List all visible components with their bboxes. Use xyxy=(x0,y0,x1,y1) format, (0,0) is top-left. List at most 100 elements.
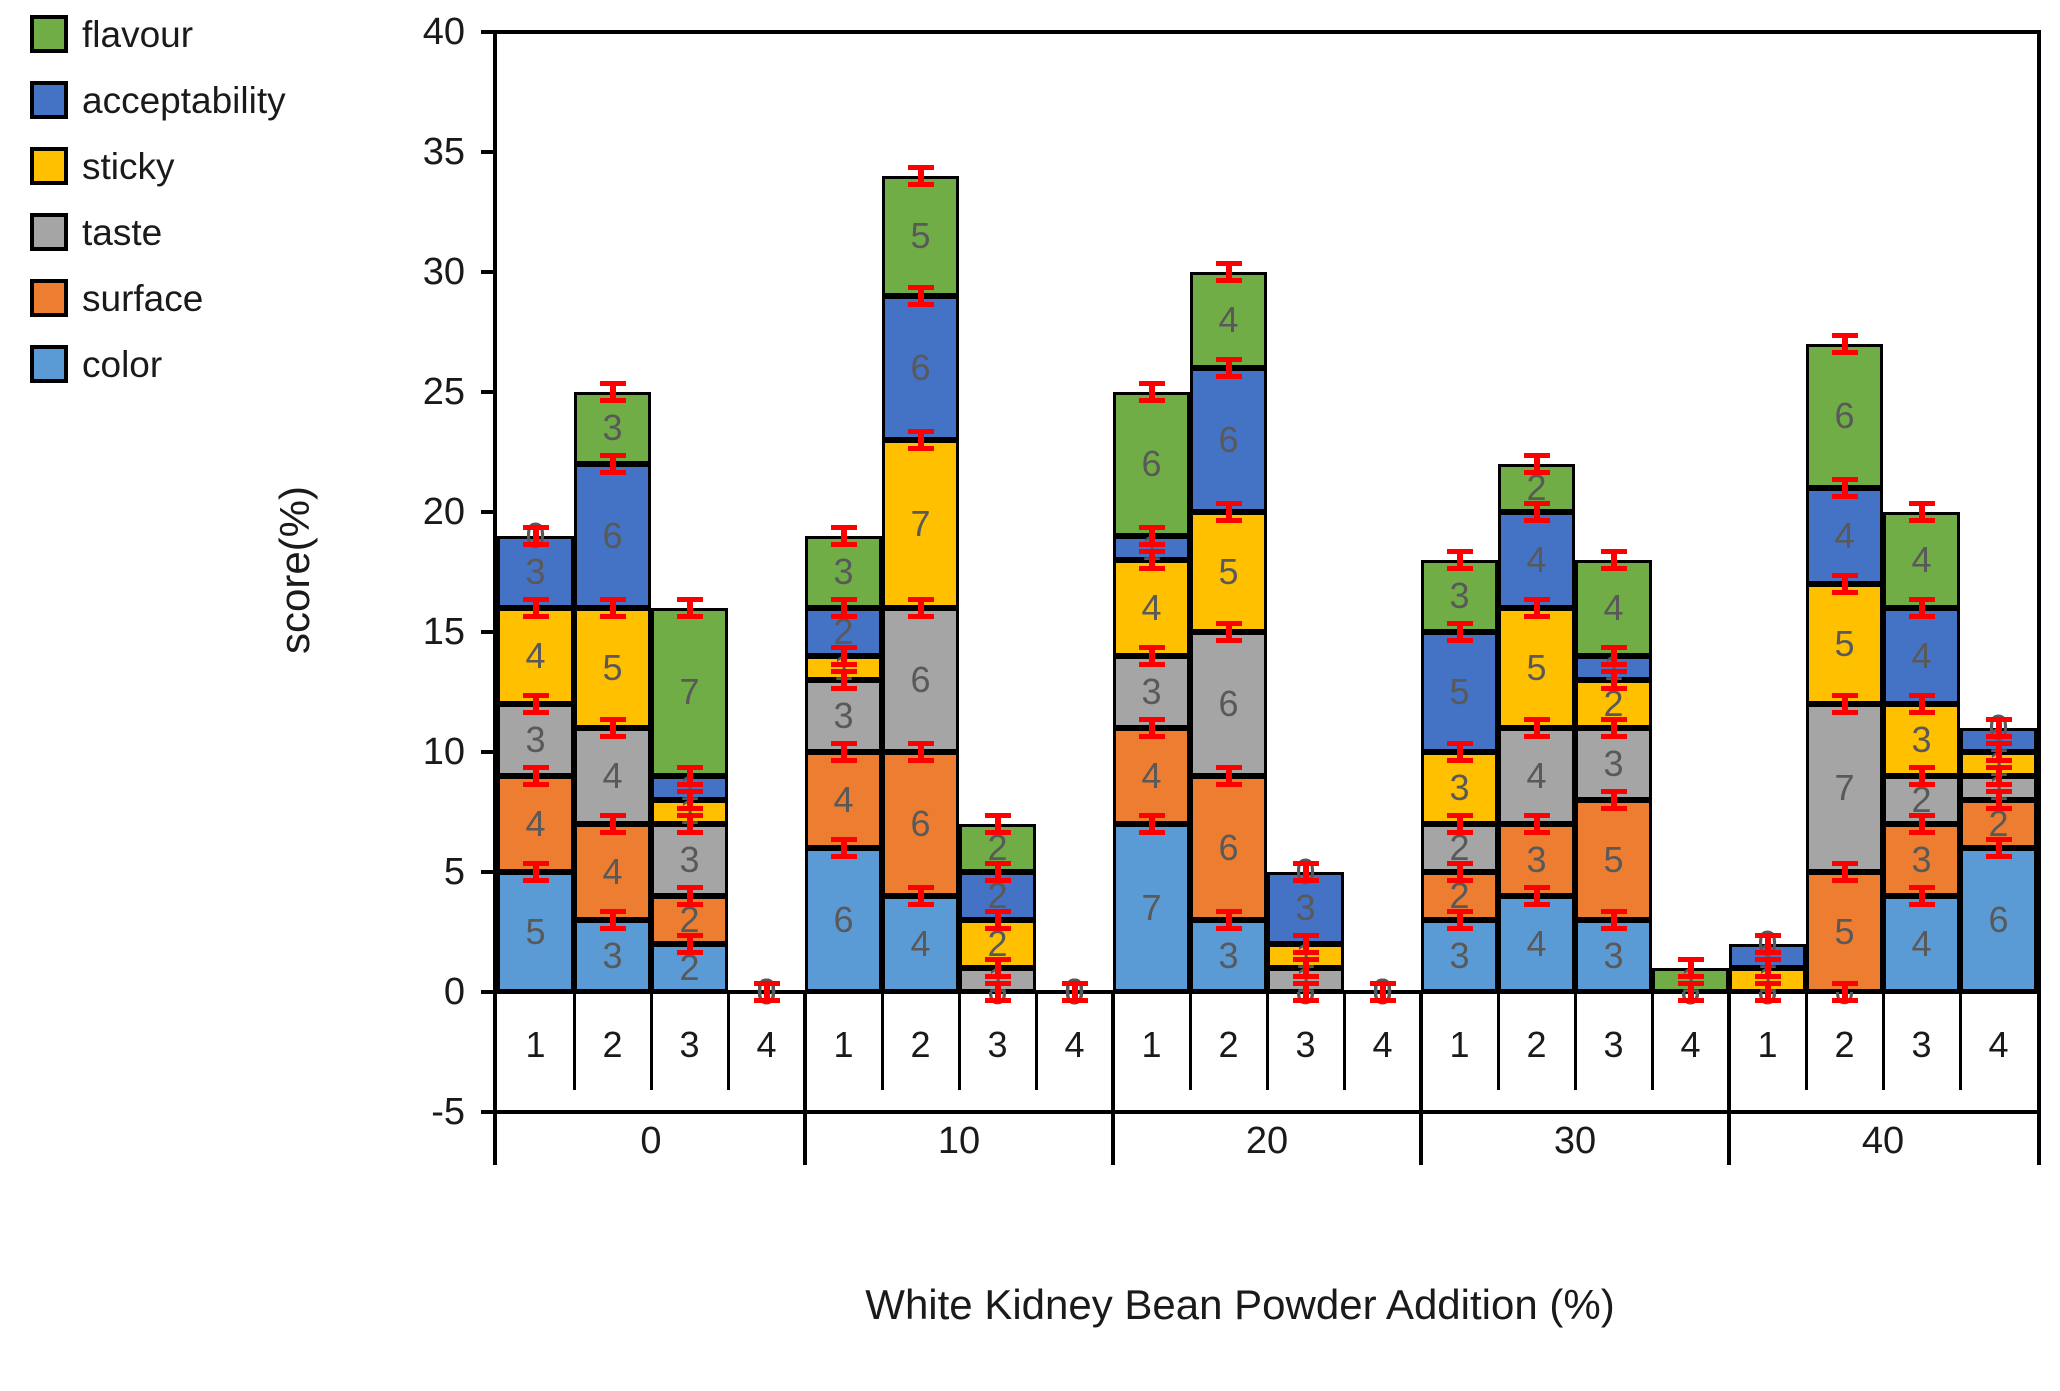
error-bar-stem xyxy=(1071,981,1078,1003)
error-bar-cap-bottom xyxy=(1215,374,1242,379)
segment-value-label: 3 xyxy=(1218,935,1239,976)
bar-number-label: 1 xyxy=(1141,1024,1162,1065)
error-bar-cap-bottom xyxy=(522,710,549,715)
segment-value-label: 6 xyxy=(602,515,623,556)
segment-value-label: 5 xyxy=(1218,551,1239,592)
bar-segment-sticky xyxy=(1190,512,1267,632)
bar-number-label: 1 xyxy=(833,1024,854,1065)
error-bar xyxy=(599,813,626,835)
error-bar xyxy=(1908,693,1935,715)
bar-slot-separator xyxy=(958,992,961,1090)
error-bar-cap-bottom xyxy=(1215,638,1242,643)
error-bar-stem xyxy=(840,597,847,619)
error-bar xyxy=(1523,501,1550,523)
bar-slot-separator xyxy=(650,992,653,1090)
error-bar-cap-bottom xyxy=(1908,782,1935,787)
error-bar-cap-bottom xyxy=(1061,998,1088,1003)
error-bar-stem xyxy=(1302,957,1309,979)
error-bar-stem xyxy=(1456,861,1463,883)
error-bar-cap-bottom xyxy=(984,998,1011,1003)
error-bar-stem xyxy=(1302,933,1309,955)
error-bar xyxy=(1138,645,1165,667)
error-bar-cap-bottom xyxy=(907,758,934,763)
error-bar xyxy=(830,669,857,691)
error-bar-cap-bottom xyxy=(599,398,626,403)
error-bar-stem xyxy=(1533,813,1540,835)
error-bar-cap-bottom xyxy=(1831,998,1858,1003)
bar-slot-separator xyxy=(1959,992,1962,1090)
error-bar-cap-bottom xyxy=(1292,878,1319,883)
error-bar-cap-bottom xyxy=(1908,902,1935,907)
legend-item-taste: taste xyxy=(30,212,286,252)
error-bar xyxy=(1523,597,1550,619)
segment-value-label: 4 xyxy=(1834,515,1855,556)
error-bar-stem xyxy=(1148,381,1155,403)
segment-value-label: 4 xyxy=(525,803,546,844)
error-bar-cap-bottom xyxy=(1908,830,1935,835)
error-bar-stem xyxy=(532,861,539,883)
bar-number-label: 1 xyxy=(525,1024,546,1065)
error-bar-stem xyxy=(532,525,539,547)
error-bar-cap-bottom xyxy=(1138,398,1165,403)
error-bar xyxy=(522,525,549,547)
error-bar-cap-bottom xyxy=(907,614,934,619)
segment-value-label: 7 xyxy=(679,671,700,712)
error-bar-cap-bottom xyxy=(1523,518,1550,523)
bar-segment-taste xyxy=(1113,656,1190,728)
error-bar-cap-bottom xyxy=(1985,782,2012,787)
segment-value-label: 3 xyxy=(1449,575,1470,616)
error-bar-stem xyxy=(1995,765,2002,787)
segment-value-label: 4 xyxy=(1526,755,1547,796)
bar-segment-taste xyxy=(1498,728,1575,824)
error-bar xyxy=(984,981,1011,1003)
taste-swatch-icon xyxy=(30,213,68,251)
segment-value-label: 1 xyxy=(1757,959,1778,1000)
error-bar-cap-bottom xyxy=(1600,926,1627,931)
error-bar xyxy=(676,597,703,619)
error-bar xyxy=(599,381,626,403)
group-label: 0 xyxy=(640,1119,662,1162)
error-bar-stem xyxy=(1148,549,1155,571)
error-bar-stem xyxy=(1533,885,1540,907)
segment-value-label: 1 xyxy=(833,647,854,688)
segment-value-label: 3 xyxy=(1603,935,1624,976)
error-bar xyxy=(1523,453,1550,475)
error-bar xyxy=(1523,717,1550,739)
error-bar xyxy=(522,861,549,883)
error-bar-stem xyxy=(840,837,847,859)
error-bar xyxy=(907,165,934,187)
error-bar-cap-bottom xyxy=(1831,710,1858,715)
error-bar-stem xyxy=(609,813,616,835)
bar-slot-separator xyxy=(573,992,576,1090)
segment-value-label: 3 xyxy=(1526,839,1547,880)
error-bar-stem xyxy=(1995,741,2002,763)
segment-value-label: 6 xyxy=(910,803,931,844)
error-bar-cap-bottom xyxy=(1446,566,1473,571)
bar-segment-color xyxy=(1113,824,1190,992)
error-bar xyxy=(522,765,549,787)
error-bar-stem xyxy=(840,645,847,667)
error-bar-stem xyxy=(994,813,1001,835)
error-bar-cap-bottom xyxy=(599,830,626,835)
segment-value-label: 1 xyxy=(1988,767,2009,808)
y-tick-label: 0 xyxy=(443,971,465,1013)
error-bar xyxy=(984,957,1011,979)
y-tick-mark xyxy=(481,270,497,274)
y-tick-label: 35 xyxy=(422,131,465,173)
group-label: 30 xyxy=(1553,1119,1597,1162)
error-bar xyxy=(1908,765,1935,787)
error-bar-stem xyxy=(1918,501,1925,523)
error-bar xyxy=(1600,549,1627,571)
segment-value-label: 3 xyxy=(1449,935,1470,976)
error-bar xyxy=(907,429,934,451)
segment-value-label: 3 xyxy=(1911,839,1932,880)
error-bar xyxy=(1908,813,1935,835)
error-bar xyxy=(1138,717,1165,739)
error-bar-stem xyxy=(1687,957,1694,979)
error-bar xyxy=(1677,981,1704,1003)
error-bar xyxy=(1831,981,1858,1003)
error-bar xyxy=(1985,837,2012,859)
error-bar xyxy=(1446,909,1473,931)
segment-value-label: 5 xyxy=(602,647,623,688)
error-bar-cap-bottom xyxy=(1369,998,1396,1003)
